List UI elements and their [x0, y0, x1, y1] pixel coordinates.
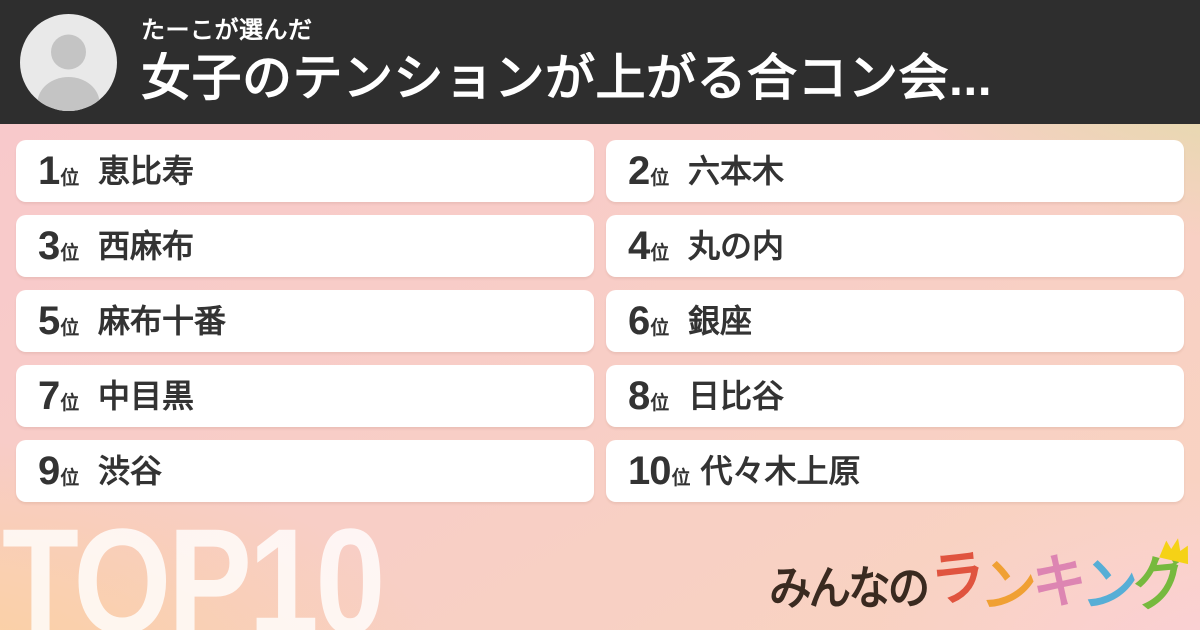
- rank-number: 3: [38, 224, 60, 268]
- rank-suffix: 位: [60, 318, 80, 339]
- rank-suffix: 位: [60, 468, 80, 489]
- logo-colored: ランキング: [928, 538, 1189, 623]
- rank-suffix: 位: [60, 243, 80, 264]
- item-name: 渋谷: [98, 453, 163, 489]
- rank-suffix: 位: [60, 393, 80, 414]
- logo-char: キ: [1031, 548, 1084, 616]
- item-name: 恵比寿: [98, 153, 195, 189]
- item-name: 日比谷: [688, 378, 785, 414]
- logo-char: ラ: [927, 543, 985, 615]
- rank-number: 8: [628, 374, 650, 418]
- rank-suffix: 位: [671, 468, 691, 489]
- ranking-item[interactable]: 10 位 代々木上原: [606, 440, 1184, 502]
- rank-number: 5: [38, 299, 60, 343]
- rank-suffix: 位: [650, 393, 670, 414]
- item-name: 麻布十番: [98, 303, 227, 339]
- crown-icon: [1159, 538, 1189, 565]
- rank-suffix: 位: [60, 168, 80, 189]
- rank-number: 2: [628, 149, 650, 193]
- item-name: 丸の内: [688, 228, 785, 264]
- logo-char: ン: [978, 550, 1036, 624]
- rank-suffix: 位: [650, 318, 670, 339]
- item-name: 西麻布: [98, 228, 195, 264]
- header: たーこが選んだ 女子のテンションが上がる合コン会...: [0, 0, 1200, 124]
- item-name: 中目黒: [98, 378, 195, 414]
- site-logo[interactable]: みんなの ランキング: [769, 538, 1189, 623]
- user-icon: [37, 34, 100, 111]
- chooser-subtitle: たーこが選んだ: [141, 17, 313, 45]
- rank-number: 6: [628, 299, 650, 343]
- ranking-title: 女子のテンションが上がる合コン会...: [141, 52, 993, 105]
- item-name: 銀座: [688, 303, 753, 339]
- rank-badge: 10 位: [628, 451, 691, 491]
- rank-number: 7: [38, 374, 60, 418]
- rank-suffix: 位: [650, 168, 670, 189]
- item-name: 六本木: [688, 153, 785, 189]
- rank-number: 4: [628, 224, 650, 268]
- logo-char: ン: [1079, 550, 1137, 622]
- avatar: [20, 13, 117, 111]
- logo-prefix: みんなの: [769, 562, 930, 614]
- rank-suffix: 位: [650, 243, 670, 264]
- header-text: たーこが選んだ 女子のテンションが上がる合コン会...: [141, 19, 992, 105]
- item-name: 代々木上原: [700, 453, 861, 489]
- rank-number: 10: [628, 449, 671, 493]
- top10-watermark: TOP10: [2, 497, 385, 630]
- rank-number: 1: [38, 149, 60, 193]
- rank-number: 9: [38, 449, 60, 493]
